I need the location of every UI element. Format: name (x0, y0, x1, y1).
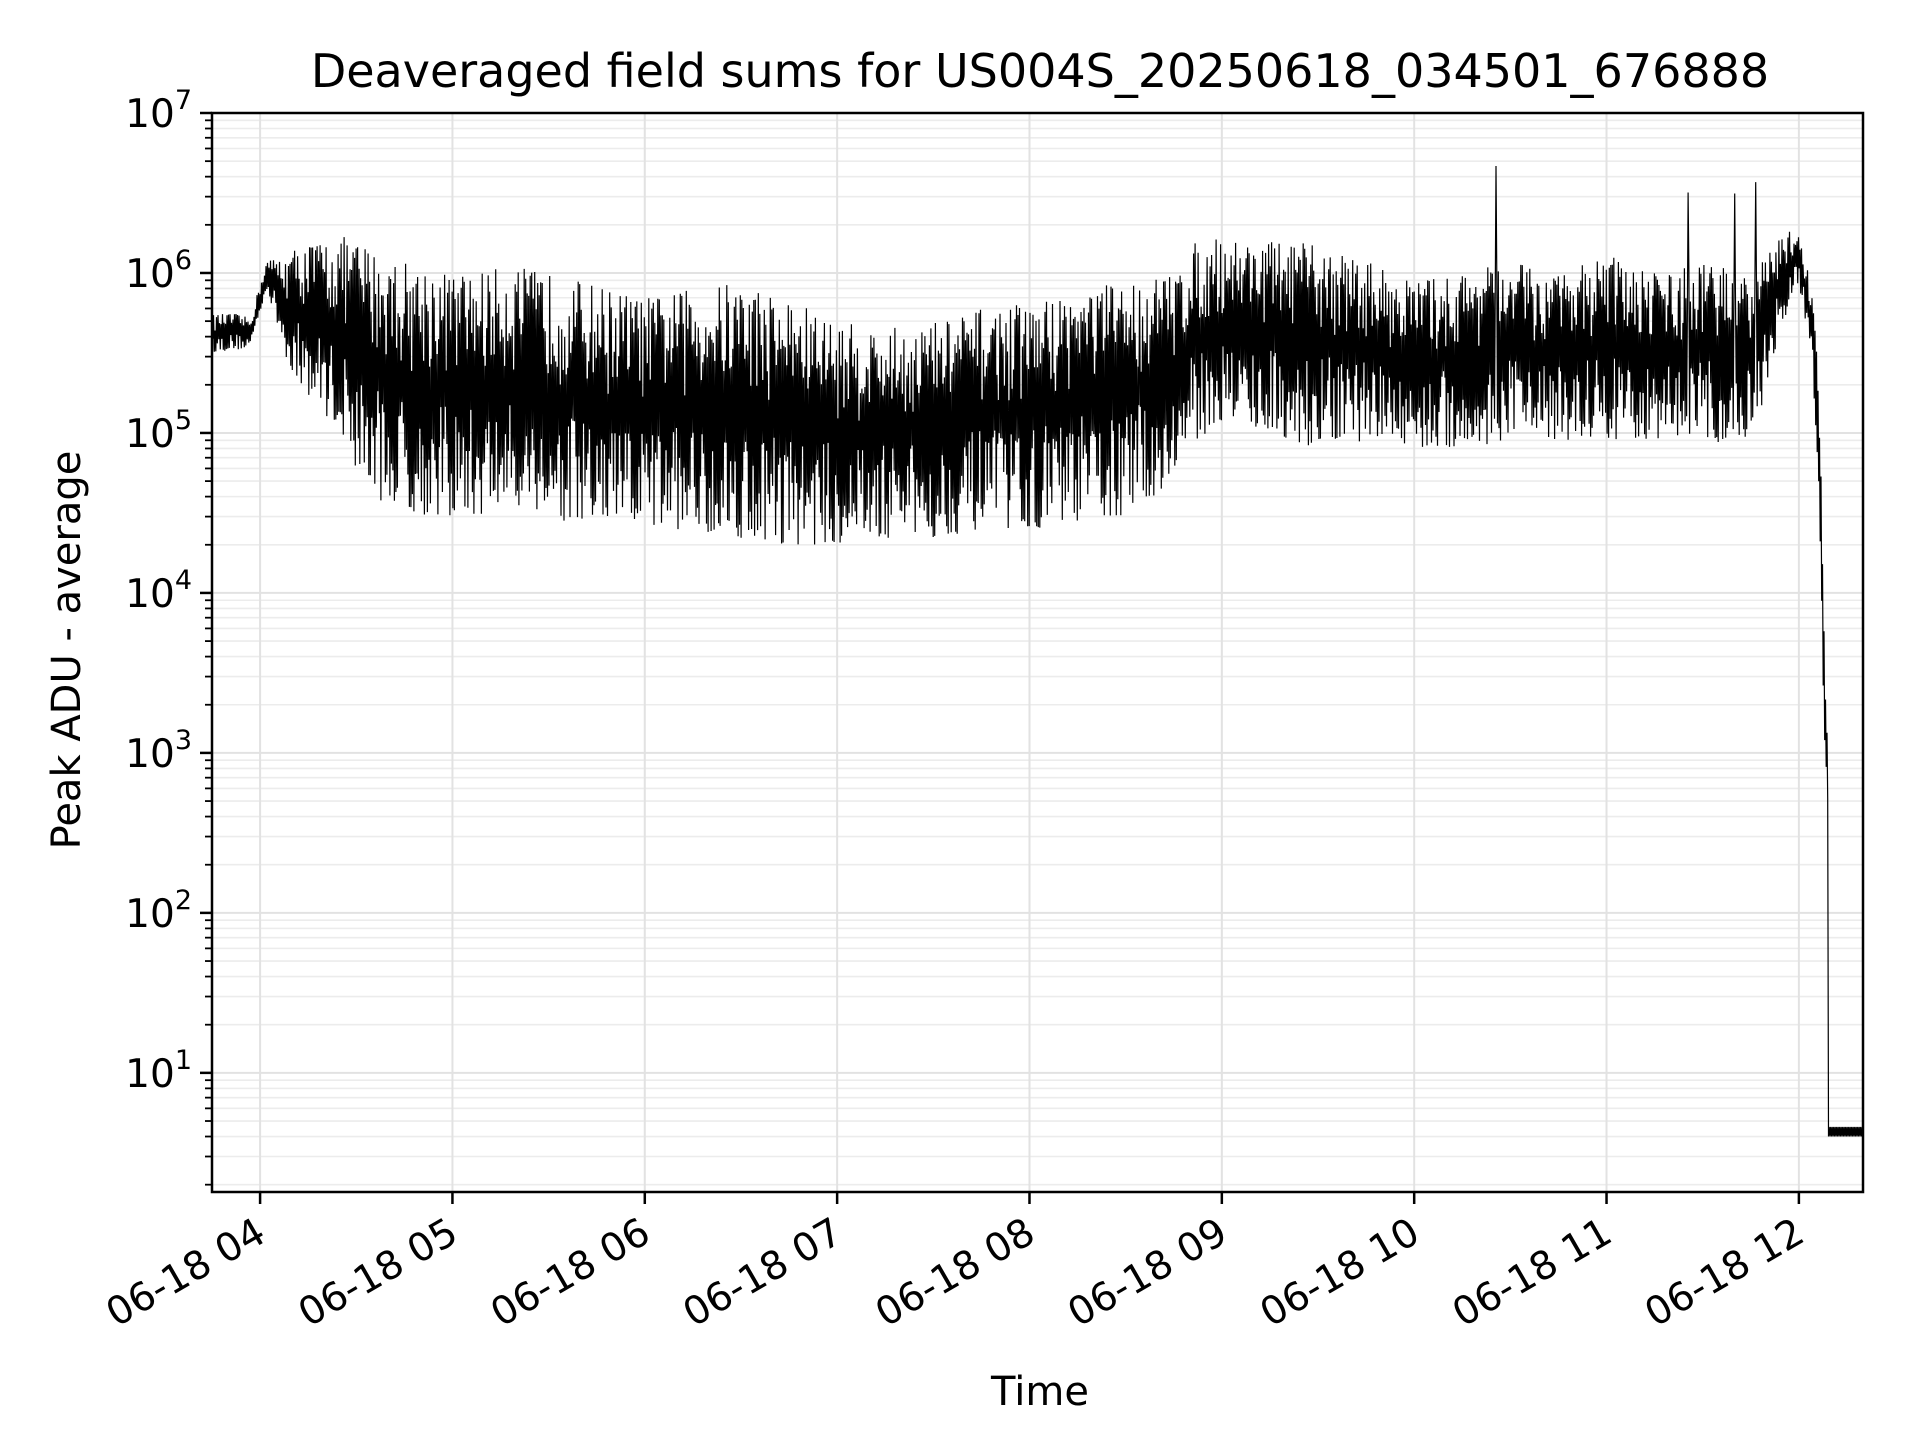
x-axis: 06-18 04 06-18 05 06-18 06 06-18 07 06-18 08… (99, 1192, 1812, 1336)
series-layer (211, 165, 1864, 1137)
x-tick-label: 06-18 10 (1253, 1210, 1427, 1337)
y-tick-label: 107 (125, 85, 192, 137)
x-tick-label: 06-18 12 (1638, 1210, 1812, 1337)
x-tick-label: 06-18 04 (99, 1210, 273, 1337)
x-tick-label: 06-18 06 (483, 1210, 657, 1337)
y-tick-label: 104 (125, 565, 192, 617)
x-axis-label: Time (990, 1369, 1089, 1415)
grid-lines (212, 112, 1863, 1192)
y-tick-label: 105 (125, 405, 192, 457)
y-tick-label: 106 (125, 245, 192, 297)
x-tick-label: 06-18 05 (291, 1210, 465, 1337)
x-tick-label: 06-18 11 (1445, 1210, 1619, 1337)
y-tick-label: 101 (125, 1045, 192, 1097)
y-tick-label: 103 (125, 725, 192, 777)
y-axis-label: Peak ADU - average (44, 451, 90, 850)
chart-title: Deaveraged field sums for US004S_2025061… (311, 44, 1769, 98)
x-tick-label: 06-18 08 (868, 1210, 1042, 1337)
series-line (211, 165, 1864, 1137)
x-tick-label: 06-18 07 (676, 1210, 850, 1337)
plot-frame (210, 111, 1865, 1194)
y-tick-label: 102 (125, 885, 192, 937)
x-tick-label: 06-18 09 (1060, 1210, 1234, 1337)
y-axis: 101 102 103 104 105 106 107 (125, 85, 212, 1186)
